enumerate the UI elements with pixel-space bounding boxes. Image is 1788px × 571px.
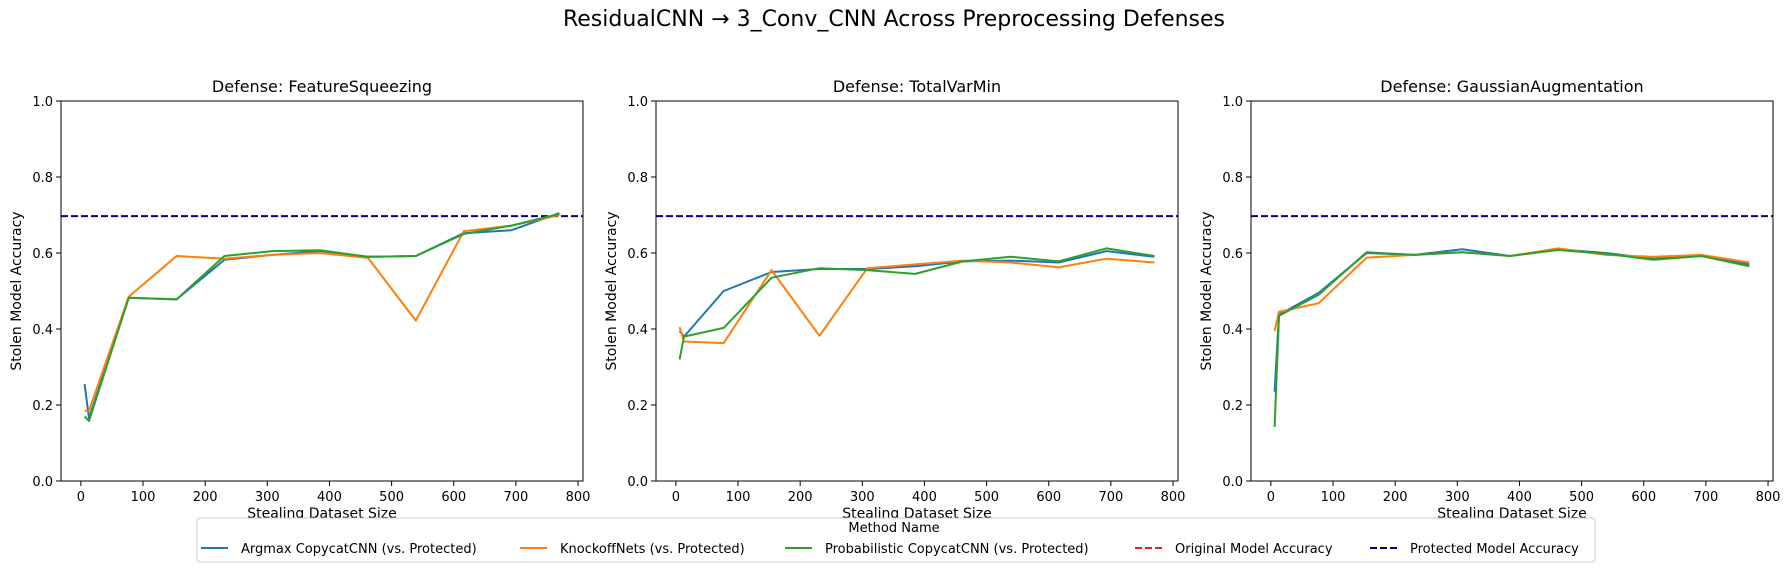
x-tick-label: 0 [77, 490, 85, 505]
x-tick-label: 700 [503, 490, 528, 505]
y-tick-label: 1.0 [1222, 95, 1243, 110]
plot-area [61, 212, 583, 422]
chart-panel-3: Defense: GaussianAugmentation 0.0 0.2 0.4 0.… [1199, 77, 1780, 522]
y-tick-label: 0.0 [32, 475, 53, 490]
x-tick-label: 300 [255, 490, 280, 505]
y-tick-label: 0.6 [1222, 247, 1243, 262]
x-tick-label: 300 [1445, 490, 1470, 505]
series-line-2 [84, 214, 560, 412]
chart-panel-1: Defense: FeatureSqueezing 0.0 0.2 0.4 0.6 0.8… [9, 77, 590, 522]
y-tick-label: 0.2 [1222, 399, 1243, 414]
series-line-3 [678, 247, 1155, 360]
y-tick-label: 1.0 [627, 95, 648, 110]
plot-area [656, 215, 1178, 360]
panel-title: Defense: FeatureSqueezing [212, 77, 432, 96]
x-tick-label: 600 [1631, 490, 1656, 505]
x-tick-label: 400 [912, 490, 937, 505]
x-tick-label: 700 [1098, 490, 1123, 505]
x-tick-label: 800 [1756, 490, 1781, 505]
x-tick-label: 100 [726, 490, 751, 505]
y-tick-label: 0.0 [1222, 475, 1243, 490]
y-axis-label: Stolen Model Accuracy [1199, 211, 1215, 370]
x-tick-label: 500 [1569, 490, 1594, 505]
x-tick-label: 500 [974, 490, 999, 505]
y-tick-label: 0.2 [32, 399, 53, 414]
y-tick-label: 0.6 [32, 247, 53, 262]
legend-title: Method Name [848, 521, 939, 536]
x-tick-label: 300 [850, 490, 875, 505]
x-tick-label: 600 [441, 490, 466, 505]
chart-panel-2: Defense: TotalVarMin 0.0 0.2 0.4 0.6 0.8 1.0 0 1… [604, 77, 1185, 522]
x-tick-label: 500 [379, 490, 404, 505]
x-tick-label: 800 [566, 490, 591, 505]
legend-box [196, 517, 1596, 563]
x-tick-label: 0 [672, 490, 680, 505]
panel-title: Defense: TotalVarMin [833, 77, 1001, 96]
legend-label: Argmax CopycatCNN (vs. Protected) [241, 542, 477, 557]
legend-label: KnockoffNets (vs. Protected) [560, 542, 745, 557]
legend-label: Original Model Accuracy [1175, 542, 1333, 557]
axes-frame [1250, 100, 1774, 482]
chart-panels: Defense: FeatureSqueezing 0.0 0.2 0.4 0.6 0.8… [9, 77, 1780, 522]
legend-label: Probabilistic CopycatCNN (vs. Protected) [825, 542, 1089, 557]
x-tick-label: 200 [1383, 490, 1408, 505]
x-tick-label: 600 [1036, 490, 1061, 505]
y-tick-label: 0.4 [627, 323, 648, 338]
x-tick-label: 200 [788, 490, 813, 505]
series-line-1 [678, 250, 1155, 338]
y-tick-label: 1.0 [32, 95, 53, 110]
plot-area [1251, 215, 1773, 428]
series-line-2 [1273, 247, 1750, 332]
x-tick-label: 100 [131, 490, 156, 505]
legend-label: Protected Model Accuracy [1410, 542, 1579, 557]
legend: Method Name Argmax CopycatCNN (vs. Protec… [196, 517, 1596, 563]
y-axis-label: Stolen Model Accuracy [604, 211, 620, 370]
x-tick-label: 0 [1267, 490, 1275, 505]
y-tick-label: 0.6 [627, 247, 648, 262]
series-line-3 [83, 212, 560, 422]
y-axis-label: Stolen Model Accuracy [9, 211, 25, 370]
series-line-1 [83, 212, 560, 420]
y-tick-label: 0.4 [32, 323, 53, 338]
x-tick-label: 100 [1321, 490, 1346, 505]
y-tick-label: 0.8 [32, 171, 53, 186]
series-line-2 [678, 257, 1155, 345]
x-tick-label: 400 [1507, 490, 1532, 505]
axes-frame [655, 100, 1179, 482]
y-tick-label: 0.4 [1222, 323, 1243, 338]
panel-title: Defense: GaussianAugmentation [1380, 77, 1643, 96]
y-tick-label: 0.8 [627, 171, 648, 186]
x-tick-label: 200 [193, 490, 218, 505]
axes-frame [60, 100, 584, 482]
y-tick-label: 0.8 [1222, 171, 1243, 186]
series-line-3 [1273, 249, 1750, 428]
x-tick-label: 400 [317, 490, 342, 505]
y-tick-label: 0.2 [627, 399, 648, 414]
y-tick-label: 0.0 [627, 475, 648, 490]
figure-title: ResidualCNN → 3_Conv_CNN Across Preproce… [563, 7, 1225, 32]
x-tick-label: 700 [1693, 490, 1718, 505]
x-tick-label: 800 [1161, 490, 1186, 505]
